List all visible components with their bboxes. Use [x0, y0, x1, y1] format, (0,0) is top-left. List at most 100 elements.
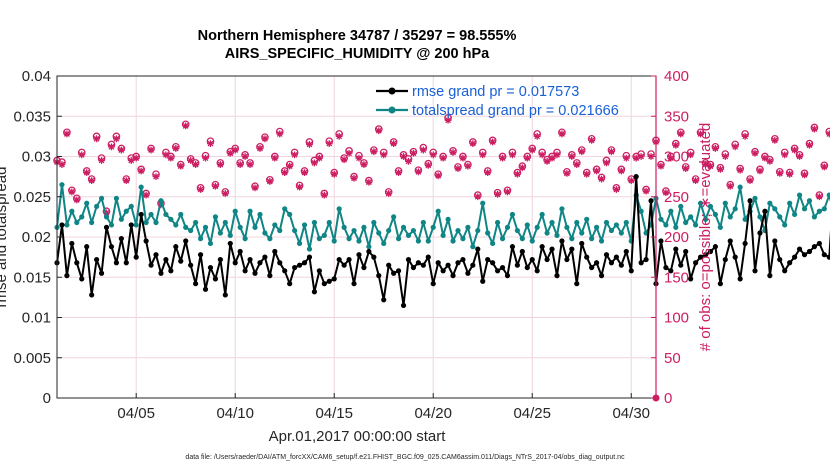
evaluated-marker	[93, 135, 101, 143]
series-point	[787, 200, 793, 206]
series-point	[806, 198, 813, 204]
y-left-tick-label: 0.025	[13, 189, 51, 206]
evaluated-marker	[528, 146, 536, 154]
evaluated-marker	[395, 169, 402, 176]
series-point	[282, 268, 288, 274]
series-point	[638, 208, 644, 214]
evaluated-marker	[632, 154, 640, 162]
series-point	[658, 216, 664, 222]
series-point	[628, 268, 634, 274]
series-point	[440, 268, 446, 274]
series-point	[183, 224, 189, 230]
series-point	[346, 236, 352, 242]
series-point	[252, 224, 258, 230]
evaluated-marker	[182, 122, 190, 130]
evaluated-marker	[806, 141, 813, 149]
series-point	[386, 262, 392, 268]
evaluated-marker	[761, 154, 769, 162]
evaluated-marker	[801, 171, 808, 179]
legend-rmse-marker	[388, 87, 396, 95]
x-tick-label: 04/30	[612, 405, 650, 422]
evaluated-marker	[726, 182, 734, 190]
series-point	[321, 232, 327, 238]
x-tick-label: 04/10	[216, 405, 254, 422]
series-point	[549, 219, 555, 226]
evaluated-marker	[692, 177, 700, 185]
x-tick-label: 04/20	[414, 405, 452, 422]
evaluated-marker	[464, 162, 472, 170]
series-point	[613, 254, 619, 260]
x-tick-label: 04/05	[117, 405, 155, 422]
y-right-tick-label: 0	[664, 390, 672, 407]
evaluated-marker	[548, 154, 556, 162]
evaluated-marker	[311, 159, 318, 167]
evaluated-marker	[360, 161, 368, 168]
series-point	[94, 256, 100, 263]
series-point	[796, 246, 803, 252]
series-point	[470, 244, 476, 250]
series-point	[217, 230, 223, 236]
series-point	[574, 281, 580, 287]
series-point	[311, 219, 318, 226]
series-point	[712, 244, 719, 250]
series-point	[435, 260, 441, 266]
series-point	[415, 238, 421, 244]
series-point	[391, 214, 397, 220]
series-point	[504, 224, 511, 230]
evaluated-marker	[197, 186, 204, 193]
evaluated-marker	[543, 157, 551, 165]
series-point	[826, 254, 830, 260]
evaluated-marker	[781, 151, 789, 159]
evaluated-marker	[746, 177, 754, 185]
series-point	[569, 236, 575, 242]
x-axis-label: Apr.01,2017 00:00:00 start	[269, 428, 447, 445]
evaluated-marker	[603, 159, 610, 167]
series-point	[296, 240, 303, 247]
evaluated-marker	[325, 140, 333, 148]
series-point	[494, 219, 501, 226]
series-point	[772, 206, 778, 212]
series-point	[559, 238, 565, 244]
series-point	[727, 238, 733, 244]
series-point	[173, 222, 179, 228]
evaluated-marker	[246, 161, 254, 168]
evaluated-marker	[405, 157, 412, 165]
evaluated-marker	[335, 132, 343, 140]
series-point	[193, 219, 199, 226]
series-point	[108, 244, 115, 250]
series-point	[153, 252, 159, 258]
series-point	[79, 276, 85, 282]
evaluated-marker	[672, 141, 680, 149]
series-point	[529, 238, 535, 244]
series-point	[391, 270, 397, 276]
evaluated-marker	[192, 161, 200, 168]
evaluated-marker	[617, 167, 625, 175]
series-point	[554, 232, 560, 238]
series-point	[242, 236, 248, 242]
series-layer	[53, 114, 830, 309]
series-point	[499, 264, 506, 271]
series-point	[326, 278, 332, 284]
series-point	[212, 276, 219, 282]
series-point	[678, 203, 684, 210]
series-point	[371, 219, 377, 226]
series-point	[490, 260, 496, 266]
series-point	[123, 260, 129, 266]
series-point	[227, 232, 233, 238]
evaluated-marker	[741, 132, 749, 140]
series-point	[376, 230, 382, 236]
series-point	[737, 184, 743, 190]
series-point	[316, 236, 322, 242]
series-point	[292, 264, 298, 271]
series-point	[702, 216, 709, 222]
series-point	[133, 254, 139, 260]
series-point	[658, 238, 664, 244]
series-point	[158, 270, 164, 276]
series-point	[227, 240, 233, 247]
series-point	[593, 260, 600, 266]
evaluated-marker	[608, 148, 615, 156]
series-point	[673, 224, 679, 230]
series-point	[559, 206, 565, 212]
evaluated-marker	[489, 138, 497, 146]
series-point	[400, 302, 407, 309]
